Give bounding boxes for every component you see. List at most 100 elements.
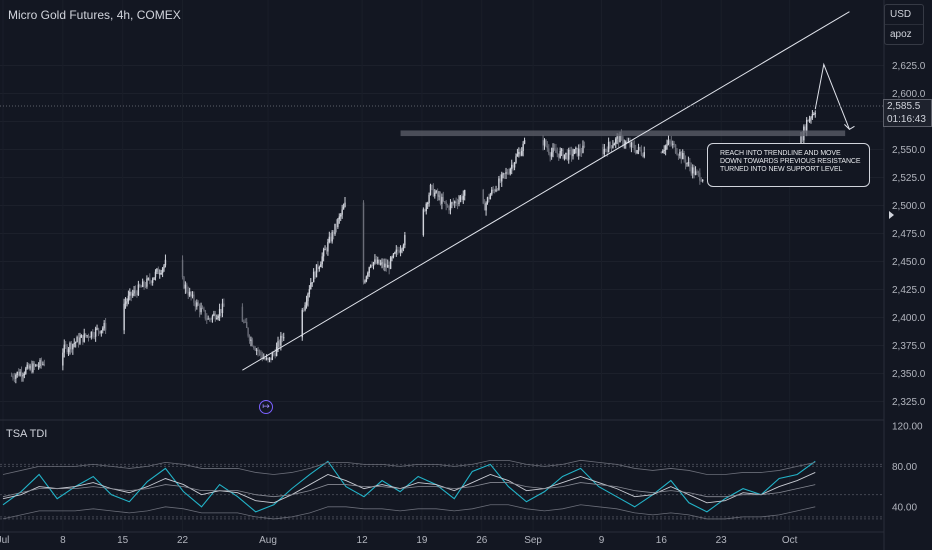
candle-body [206, 318, 208, 320]
candle-body [639, 147, 641, 151]
candle-body [277, 341, 279, 347]
candle-body [451, 202, 453, 204]
candle-body [137, 284, 140, 296]
candle-body [254, 347, 256, 351]
candle-body [30, 365, 33, 373]
candle-body [40, 359, 43, 365]
candle-body [452, 202, 454, 204]
annotation-callout[interactable]: REACH INTO TRENDLINE AND MOVE DOWN TOWAR… [707, 143, 870, 187]
time-tick-label: 22 [177, 535, 189, 546]
candle-body [435, 190, 437, 193]
candle-body [499, 178, 502, 182]
candle-body [558, 153, 560, 158]
candle-body [134, 290, 137, 293]
candle-body [519, 151, 521, 156]
price-tick-label: 2,450.0 [892, 257, 926, 268]
axis-settings-panel[interactable]: USD apoz [884, 4, 924, 45]
candle-body [630, 142, 633, 147]
candle-body [666, 143, 668, 146]
candle-body [455, 201, 457, 204]
candle-body [29, 365, 31, 369]
candle-body [679, 151, 681, 156]
resistance-zone[interactable] [400, 130, 846, 137]
time-tick-label: 19 [416, 535, 428, 546]
candle-body [637, 147, 640, 151]
candle-body [687, 162, 690, 164]
candle-body [508, 173, 510, 175]
candle-body [267, 357, 269, 361]
candle-body [676, 153, 678, 155]
candle-body [694, 171, 697, 175]
candle-body [250, 339, 252, 342]
candle-body [258, 351, 261, 353]
indicator-title[interactable]: TSA TDI [6, 428, 48, 440]
tdi-series-line [2, 482, 816, 498]
candle-body [482, 189, 484, 204]
time-tick-label: 9 [599, 535, 605, 546]
time-axis[interactable]: Jul 8 15 22 Aug 12 19 26 Sep 9 16 23 Oct [0, 531, 884, 546]
candle-body [340, 214, 342, 217]
price-tick-label: 2,550.0 [892, 145, 926, 156]
candle-body [492, 189, 494, 191]
candle-body [186, 284, 188, 292]
candle-body [84, 333, 87, 337]
indicator-tick-label: 80.00 [892, 462, 917, 473]
candle-body [151, 279, 154, 283]
candle-body [271, 353, 274, 360]
candle-body [660, 152, 663, 154]
candle-body [556, 152, 559, 154]
candle-body [449, 203, 452, 211]
currency-label[interactable]: USD [890, 9, 912, 20]
candle-body [521, 151, 523, 156]
trendline[interactable] [242, 11, 850, 371]
indicator-axis[interactable]: 40.00 80.00 120.00 [892, 422, 923, 514]
candle-body [616, 136, 618, 139]
last-price-value: 2,585.5 [887, 101, 921, 112]
candle-body [314, 271, 316, 278]
candle-body [283, 337, 285, 339]
candle-body [97, 328, 100, 332]
candle-body [505, 171, 507, 174]
candle-body [362, 202, 365, 283]
candle-body [436, 190, 439, 197]
replay-icon[interactable]: ↦ [259, 400, 273, 414]
candle-body [321, 256, 323, 265]
candle-body [94, 328, 97, 337]
candle-body [629, 142, 631, 147]
price-tick-label: 2,475.0 [892, 229, 926, 240]
candle-body [632, 142, 634, 145]
candle-body [442, 197, 445, 202]
candle-body [605, 149, 607, 151]
candle-body [546, 145, 549, 149]
candle-body [37, 365, 40, 367]
user-label[interactable]: apoz [885, 24, 923, 44]
candle-body [315, 264, 318, 278]
candle-body [374, 259, 376, 263]
candle-body [264, 358, 266, 360]
candle-body [190, 291, 192, 297]
candle-body [245, 321, 248, 328]
candle-body [33, 363, 36, 366]
candle-body [322, 249, 325, 257]
projection-arrowhead [844, 123, 855, 130]
candle-body [464, 189, 466, 196]
chart-title[interactable]: Micro Gold Futures, 4h, COMEX [8, 8, 181, 22]
candle-body [387, 265, 389, 268]
candle-body [607, 142, 610, 153]
candle-body [444, 201, 446, 203]
candle-body [140, 286, 142, 288]
candle-body [682, 152, 684, 160]
candle-body [188, 291, 191, 296]
scroll-marker-icon[interactable] [889, 211, 894, 219]
candle-body [26, 364, 28, 369]
candle-body [280, 335, 282, 346]
projection-path[interactable] [814, 62, 855, 130]
candle-body [334, 223, 336, 235]
candle-body [684, 159, 687, 165]
candle-body [670, 141, 673, 145]
candle-body [643, 152, 645, 157]
candle-body [255, 349, 258, 351]
candle-body [332, 231, 335, 235]
candle-body [543, 140, 546, 146]
